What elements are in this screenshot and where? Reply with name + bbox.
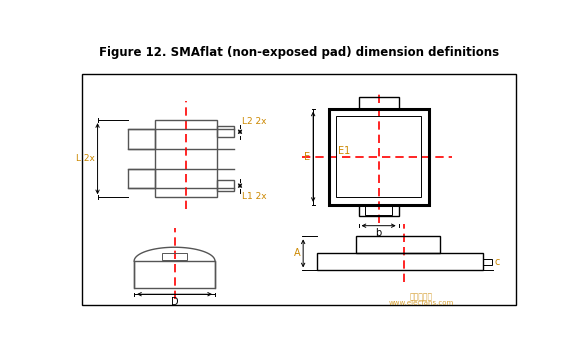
Bar <box>482 259 492 265</box>
Text: L1 2x: L1 2x <box>242 192 267 201</box>
Text: L2 2x: L2 2x <box>242 117 267 126</box>
Bar <box>359 205 399 216</box>
Bar <box>356 237 440 253</box>
Text: Figure 12. SMAflat (non-exposed pad) dimension definitions: Figure 12. SMAflat (non-exposed pad) dim… <box>99 46 499 59</box>
Bar <box>217 126 234 137</box>
Bar <box>317 253 482 270</box>
Bar <box>365 206 392 215</box>
Text: D: D <box>171 297 178 306</box>
Bar <box>336 116 421 197</box>
Text: E: E <box>304 152 310 162</box>
Bar <box>82 74 516 305</box>
Text: A: A <box>293 248 300 258</box>
Text: b: b <box>376 228 382 238</box>
Bar <box>155 120 217 197</box>
Bar <box>128 130 155 149</box>
Text: L 2x: L 2x <box>75 154 95 163</box>
Bar <box>128 169 155 188</box>
Bar <box>134 261 215 288</box>
Text: E1: E1 <box>338 146 350 156</box>
Text: c: c <box>495 257 500 267</box>
Text: 电子发烧友: 电子发烧友 <box>409 293 433 302</box>
Bar <box>329 109 429 205</box>
Bar <box>217 180 234 191</box>
Text: www.elecfans.com: www.elecfans.com <box>388 301 454 306</box>
Bar <box>359 97 399 109</box>
Bar <box>162 253 187 260</box>
